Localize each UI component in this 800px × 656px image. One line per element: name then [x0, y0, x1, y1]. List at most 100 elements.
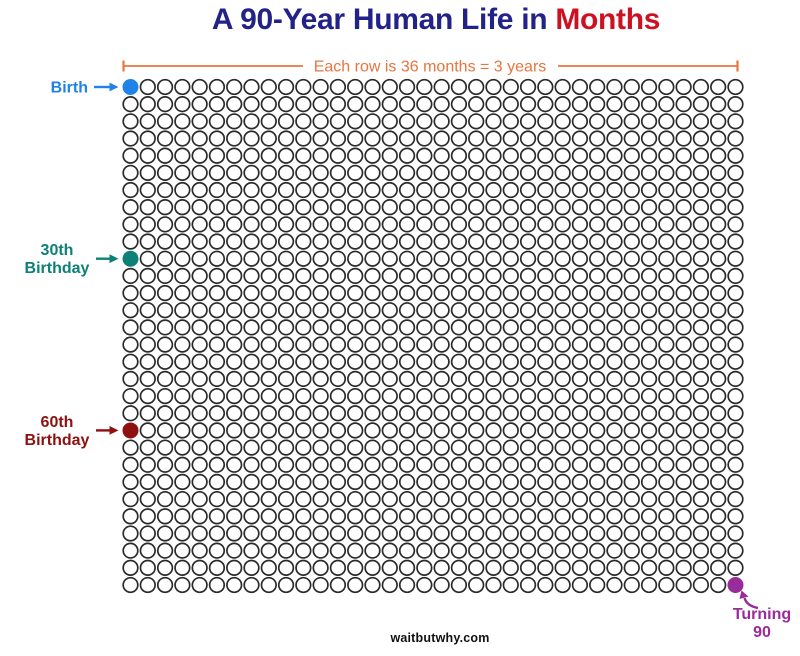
- month-circle: [416, 473, 433, 491]
- month-circle: [347, 130, 364, 147]
- month-circle: [606, 559, 623, 576]
- month-circle: [347, 473, 364, 491]
- month-circle: [226, 576, 243, 594]
- month-circle: [675, 267, 692, 285]
- month-circle: [571, 216, 589, 233]
- month-circle: [485, 473, 502, 491]
- month-circle: [381, 542, 398, 559]
- month-circle: [295, 353, 312, 370]
- month-circle: [295, 405, 312, 422]
- month-circle: [433, 508, 450, 525]
- month-circle: [450, 284, 468, 302]
- month-circle: [450, 490, 468, 508]
- month-circle: [260, 302, 277, 319]
- month-circle: [139, 370, 156, 388]
- month-circle: [727, 387, 744, 405]
- month-circle: [640, 113, 658, 130]
- row-annotation-label: Each row is 36 months = 3 years: [314, 59, 547, 76]
- month-circle: [658, 78, 675, 96]
- month-circle: [675, 353, 692, 370]
- month-circle: [208, 250, 226, 267]
- month-circle: [277, 387, 295, 405]
- month-circle: [347, 147, 364, 164]
- month-circle: [139, 250, 156, 267]
- month-circle: [156, 113, 174, 130]
- month-circle: [710, 164, 727, 182]
- month-circle: [208, 387, 226, 405]
- month-circle: [606, 113, 623, 130]
- month-circle: [537, 525, 554, 542]
- month-circle: [139, 233, 156, 250]
- month-circle: [347, 422, 364, 439]
- month-circle: [364, 164, 381, 182]
- month-circle: [260, 113, 277, 130]
- month-circle: [260, 473, 277, 491]
- month-circle: [122, 181, 139, 199]
- month-circle: [398, 576, 416, 594]
- month-circle: [519, 336, 537, 353]
- month-circle: [277, 216, 295, 233]
- month-circle: [295, 267, 312, 285]
- month-circle: [226, 96, 243, 113]
- month-circle: [312, 473, 329, 491]
- month-circle: [710, 439, 727, 456]
- month-circle: [606, 130, 623, 147]
- month-circle: [156, 233, 174, 250]
- month-circle: [433, 284, 450, 302]
- month-circle: [468, 542, 485, 559]
- month-circle: [675, 78, 692, 96]
- month-circle: [226, 319, 243, 336]
- month-circle: [640, 422, 658, 439]
- month-circle: [277, 559, 295, 576]
- month-circle: [589, 250, 606, 267]
- month-circle: [416, 267, 433, 285]
- month-circle: [260, 130, 277, 147]
- month-circle: [468, 130, 485, 147]
- month-circle: [312, 336, 329, 353]
- month-circle: [243, 113, 260, 130]
- month-circle: [398, 336, 416, 353]
- month-circle: [468, 181, 485, 199]
- month-circle: [589, 559, 606, 576]
- month-circle: [606, 284, 623, 302]
- month-circle: [589, 336, 606, 353]
- month-circle: [277, 508, 295, 525]
- month-circle: [260, 542, 277, 559]
- month-circle: [640, 542, 658, 559]
- month-circle: [640, 353, 658, 370]
- month-circle: [329, 130, 347, 147]
- month-circle: [208, 353, 226, 370]
- month-circle: [364, 113, 381, 130]
- month-circle: [502, 267, 519, 285]
- month-circle: [139, 559, 156, 576]
- month-circle: [658, 353, 675, 370]
- month-circle: [537, 302, 554, 319]
- turning-90-label-line1: Turning: [733, 606, 791, 623]
- month-circle: [243, 576, 260, 594]
- month-circle: [710, 542, 727, 559]
- month-circle: [381, 130, 398, 147]
- month-circle: [156, 525, 174, 542]
- month-circle: [243, 490, 260, 508]
- month-circle: [468, 473, 485, 491]
- month-circle: [416, 405, 433, 422]
- month-circle: [156, 181, 174, 199]
- month-circle: [537, 353, 554, 370]
- milestone-month-circle: [122, 422, 139, 439]
- month-circle: [606, 439, 623, 456]
- month-circle: [295, 78, 312, 96]
- month-circle: [589, 78, 606, 96]
- month-circle: [727, 473, 744, 491]
- month-circle: [537, 96, 554, 113]
- month-circle: [692, 78, 710, 96]
- month-circle: [208, 508, 226, 525]
- month-circle: [519, 267, 537, 285]
- month-circle: [364, 422, 381, 439]
- month-circle: [398, 78, 416, 96]
- month-circle: [537, 405, 554, 422]
- month-circle: [675, 181, 692, 199]
- month-circle: [571, 164, 589, 182]
- month-circle: [156, 387, 174, 405]
- month-circle: [260, 422, 277, 439]
- month-circle: [226, 284, 243, 302]
